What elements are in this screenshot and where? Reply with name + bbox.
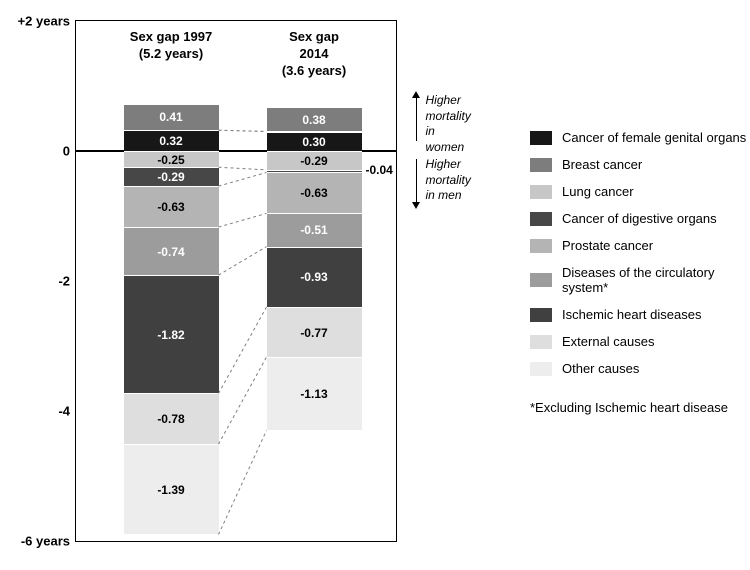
legend-label: Lung cancer [562,184,634,199]
external-value-label: -0.04 [366,163,393,177]
legend-item: External causes [530,334,750,349]
legend: Cancer of female genital organs Breast ca… [530,130,750,388]
annotation-higher-men: Highermortalityin men [426,157,471,204]
legend-item: Diseases of the circulatory system* [530,265,750,295]
arrow-up-line [416,96,417,141]
legend-swatch-icon [530,362,552,376]
y-axis-tick-label: 0 [63,144,70,159]
legend-item: Other causes [530,361,750,376]
legend-item: Cancer of female genital organs [530,130,750,145]
legend-label: Prostate cancer [562,238,653,253]
figure-container: +2 years0-2-4-6 yearsSex gap 1997(5.2 ye… [0,0,750,570]
connector-lines [76,21,396,541]
legend-swatch-icon [530,239,552,253]
arrow-down-line [416,159,417,204]
arrow-up-head-icon [412,91,420,98]
chart-plot-area: +2 years0-2-4-6 yearsSex gap 1997(5.2 ye… [75,20,397,542]
legend-swatch-icon [530,131,552,145]
legend-item: Lung cancer [530,184,750,199]
legend-item: Ischemic heart diseases [530,307,750,322]
legend-swatch-icon [530,212,552,226]
legend-item: Prostate cancer [530,238,750,253]
legend-item: Breast cancer [530,157,750,172]
legend-swatch-icon [530,158,552,172]
legend-label: Breast cancer [562,157,642,172]
legend-swatch-icon [530,273,552,287]
legend-label: Cancer of digestive organs [562,211,717,226]
y-axis-tick-label: -2 [58,274,70,289]
legend-swatch-icon [530,185,552,199]
y-axis-tick-label: -6 years [21,534,70,549]
legend-label: Other causes [562,361,639,376]
footnote: *Excluding Ischemic heart disease [530,400,728,415]
legend-item: Cancer of digestive organs [530,211,750,226]
legend-label: Cancer of female genital organs [562,130,746,145]
arrow-down-head-icon [412,202,420,209]
legend-swatch-icon [530,308,552,322]
annotation-higher-women: Highermortalityin women [426,93,471,155]
y-axis-tick-label: +2 years [18,14,70,29]
legend-swatch-icon [530,335,552,349]
legend-label: Diseases of the circulatory system* [562,265,750,295]
legend-label: External causes [562,334,655,349]
y-axis-tick-label: -4 [58,404,70,419]
legend-label: Ischemic heart diseases [562,307,701,322]
